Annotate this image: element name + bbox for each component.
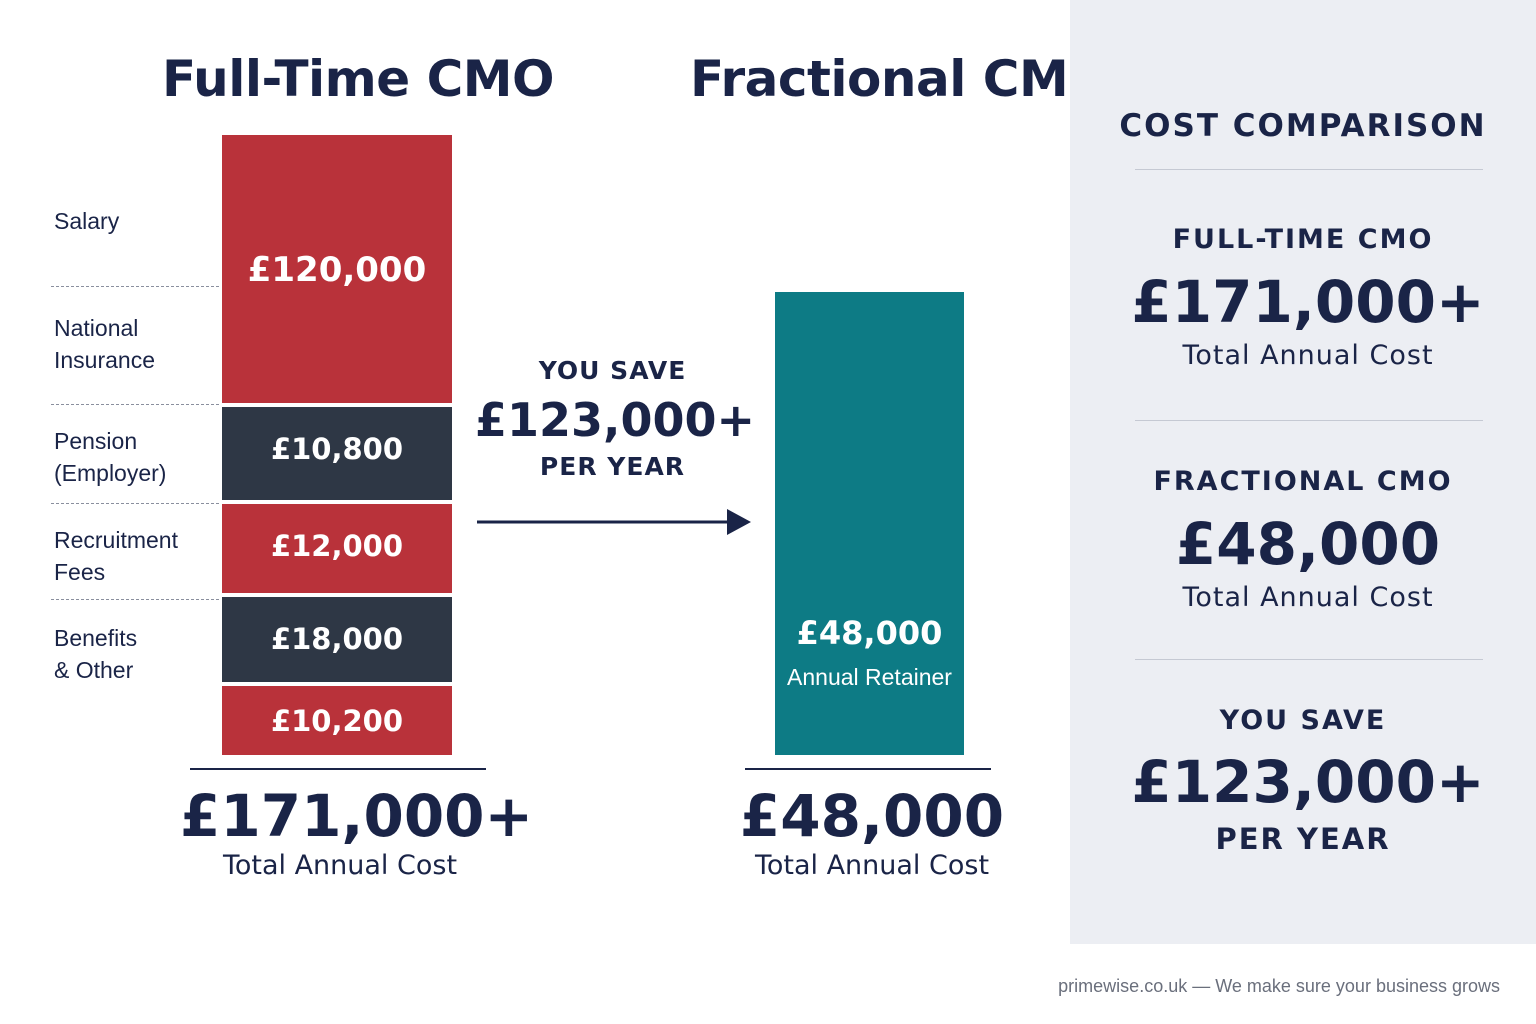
panel-fractional-value: £48,000	[1175, 510, 1441, 578]
row-divider	[51, 286, 219, 287]
savings-bottom-text: PER YEAR	[539, 452, 686, 481]
fractional-title: Fractional CMO	[690, 50, 1111, 108]
row-divider	[51, 404, 219, 405]
segment-recruitment	[222, 504, 452, 593]
panel-divider	[1135, 169, 1483, 170]
segment-pension	[222, 407, 452, 500]
panel-full-time-caption: FULL-TIME CMO	[1172, 224, 1434, 255]
segment-value-recruitment: £12,000	[270, 529, 404, 563]
row-label-benefits: Benefits & Other	[54, 625, 138, 683]
segment-benefits	[222, 597, 452, 682]
row-label-pension: Pension (Employer)	[54, 428, 167, 486]
fractional-bar-sublabel: Annual Retainer	[787, 664, 952, 690]
fractional-bar-value: £48,000	[796, 614, 943, 652]
segment-value-benefits: £18,000	[270, 622, 404, 656]
segment-value-pension: £10,800	[270, 432, 404, 466]
panel-fractional-caption: FRACTIONAL CMO	[1153, 466, 1453, 497]
cost-comparison-panel: COST COMPARISON FULL-TIME CMO £171,000+ …	[1070, 0, 1536, 944]
fractional-bar	[775, 292, 964, 755]
fractional-total: £48,000	[739, 782, 1005, 850]
savings-amount: £123,000+	[474, 393, 756, 447]
row-label-salary: Salary	[54, 208, 120, 234]
segment-salary	[222, 135, 452, 403]
panel-full-time-value: £171,000+	[1131, 268, 1485, 336]
full-time-total-label: Total Annual Cost	[222, 850, 458, 881]
chart-canvas	[222, 135, 964, 755]
footer-text: primewise.co.uk — We make sure your busi…	[1058, 976, 1500, 996]
row-label-national-insurance: National Insurance	[54, 315, 156, 373]
fractional-total-label: Total Annual Cost	[754, 850, 990, 881]
row-label-recruitment: Recruitment Fees	[54, 527, 178, 585]
panel-fractional-sub: Total Annual Cost	[1182, 582, 1434, 613]
savings-arrow-head	[727, 509, 751, 535]
full-time-title: Full-Time CMO	[162, 50, 555, 108]
panel-divider	[1135, 420, 1483, 421]
row-divider	[51, 599, 219, 600]
panel-savings-value: £123,000+	[1131, 748, 1485, 816]
panel-full-time-sub: Total Annual Cost	[1182, 340, 1434, 371]
full-time-baseline	[190, 768, 486, 770]
segment-value-salary: £120,000	[247, 250, 427, 290]
panel-savings-sub: PER YEAR	[1215, 822, 1391, 856]
panel-savings-caption: YOU SAVE	[1219, 705, 1387, 736]
panel-heading: COST COMPARISON	[1119, 108, 1487, 144]
row-divider	[51, 503, 219, 504]
full-time-total: £171,000+	[180, 782, 534, 850]
savings-top-text: YOU SAVE	[538, 356, 687, 385]
panel-divider	[1135, 659, 1483, 660]
segment-other	[222, 686, 452, 755]
fractional-baseline	[745, 768, 991, 770]
segment-value-other: £10,200	[270, 704, 404, 738]
